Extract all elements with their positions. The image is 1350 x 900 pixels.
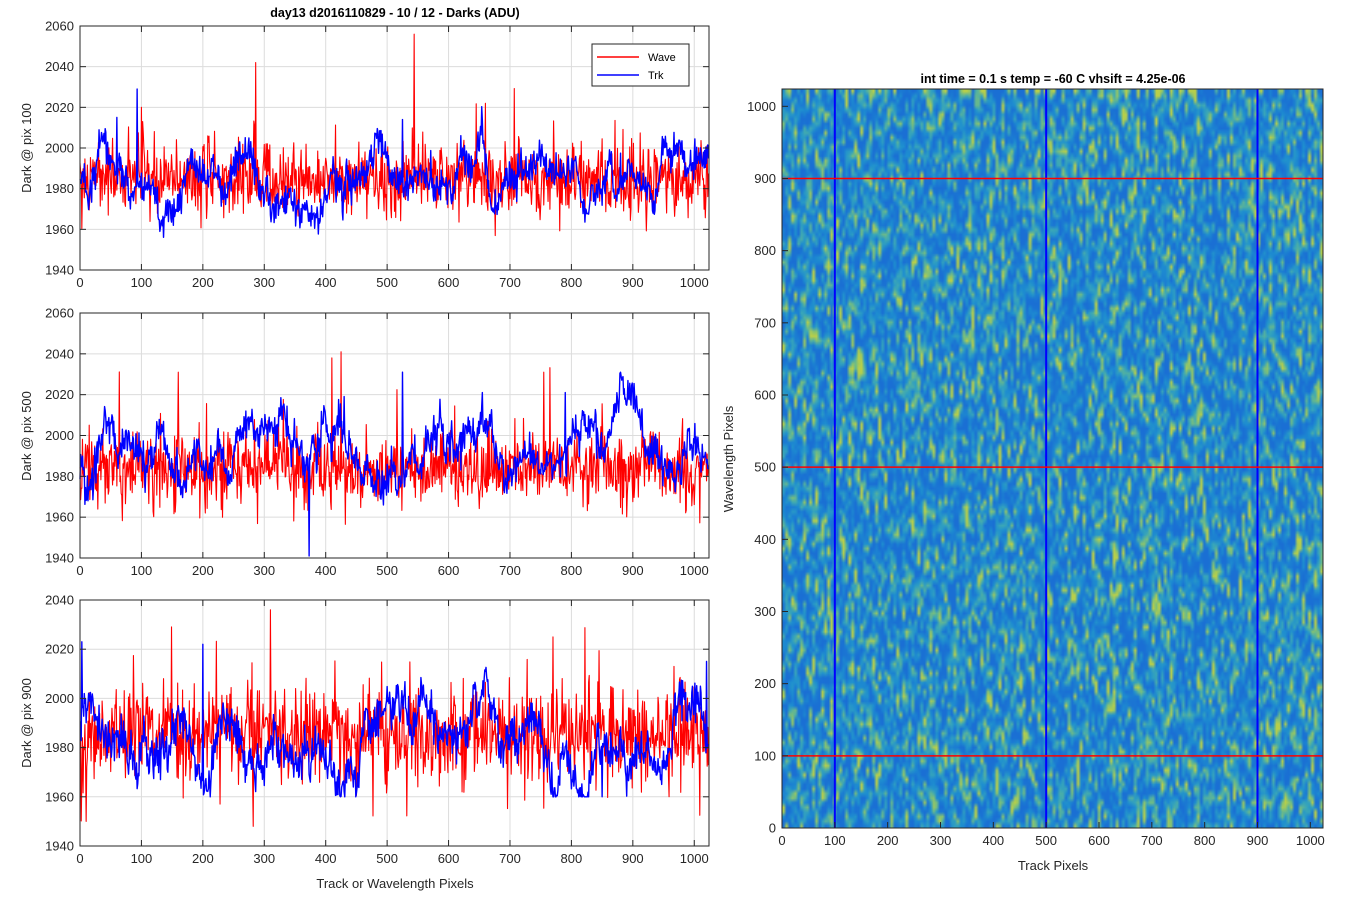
x-tick-label: 200: [192, 563, 214, 578]
x-tick-label: 500: [376, 851, 398, 866]
x-tick-label: 200: [877, 833, 899, 848]
x-tick-label: 300: [253, 851, 275, 866]
series-line-trk: [79, 88, 710, 239]
y-tick-label: 300: [754, 604, 776, 619]
x-tick-label: 1000: [1296, 833, 1325, 848]
x-tick-label: 400: [315, 851, 337, 866]
x-tick-label: 300: [930, 833, 952, 848]
x-tick-label: 300: [253, 275, 275, 290]
y-tick-label: 600: [754, 387, 776, 402]
y-tick-label: 1000: [747, 99, 776, 114]
heatmap-xlabel: Track Pixels: [1018, 858, 1089, 873]
y-tick-label: 500: [754, 460, 776, 475]
y-tick-label: 2060: [45, 306, 74, 321]
x-tick-label: 500: [376, 563, 398, 578]
heatmap-image: [782, 89, 1323, 828]
y-tick-label: 800: [754, 243, 776, 258]
y-tick-label: 2020: [45, 642, 74, 657]
line-chart-pix-500: Dark @ pix 500 0 100 200 300 400 500 600 700 800…: [19, 306, 710, 578]
xlabel-line-charts: Track or Wavelength Pixels: [316, 876, 474, 891]
x-tick-label: 100: [824, 833, 846, 848]
x-tick-label: 1000: [680, 851, 709, 866]
x-tick-label: 100: [131, 851, 153, 866]
y-tick-label: 1960: [45, 789, 74, 804]
y-tick-label: 700: [754, 315, 776, 330]
x-tick-label: 900: [622, 851, 644, 866]
ylabel-pix-900: Dark @ pix 900: [19, 678, 34, 768]
x-tick-label: 0: [76, 563, 83, 578]
x-tick-label: 600: [1088, 833, 1110, 848]
y-tick-label: 2060: [45, 19, 74, 34]
ylabel-pix-100: Dark @ pix 100: [19, 103, 34, 193]
x-tick-label: 100: [131, 275, 153, 290]
x-tick-label: 100: [131, 563, 153, 578]
y-tick-label: 400: [754, 532, 776, 547]
x-tick-label: 400: [315, 563, 337, 578]
x-tick-label: 700: [1141, 833, 1163, 848]
series-line-trk: [79, 371, 709, 557]
y-tick-label: 2000: [45, 141, 74, 156]
x-tick-label: 200: [192, 275, 214, 290]
y-tick-label: 0: [769, 821, 776, 836]
legend-label-wave: Wave: [648, 52, 676, 64]
y-tick-label: 2000: [45, 428, 74, 443]
line-chart-pix-100: Dark @ pix 100 0 100 200 300 400 500 600 700 800…: [19, 19, 710, 290]
x-tick-label: 500: [1035, 833, 1057, 848]
heatmap-ylabel: Wavelength Pixels: [721, 405, 736, 512]
y-tick-label: 1940: [45, 263, 74, 278]
x-tick-label: 800: [561, 563, 583, 578]
x-tick-label: 900: [622, 563, 644, 578]
y-tick-label: 2020: [45, 100, 74, 115]
y-tick-label: 2040: [45, 346, 74, 361]
x-tick-label: 0: [778, 833, 785, 848]
ylabel-pix-500: Dark @ pix 500: [19, 391, 34, 481]
axes-box: [79, 599, 710, 847]
y-tick-label: 200: [754, 676, 776, 691]
x-tick-label: 600: [438, 851, 460, 866]
x-tick-label: 900: [1247, 833, 1269, 848]
y-tick-label: 900: [754, 171, 776, 186]
x-tick-label: 600: [438, 275, 460, 290]
x-tick-label: 1000: [680, 275, 709, 290]
y-tick-label: 1960: [45, 510, 74, 525]
legend-box: [591, 43, 690, 87]
heatmap-chart: int time = 0.1 s temp = -60 C vhsift = 4…: [721, 72, 1325, 873]
x-tick-label: 400: [315, 275, 337, 290]
y-tick-label: 1980: [45, 181, 74, 196]
y-tick-label: 1960: [45, 222, 74, 237]
x-tick-label: 1000: [680, 563, 709, 578]
y-tick-label: 2000: [45, 691, 74, 706]
x-tick-label: 400: [982, 833, 1004, 848]
y-tick-label: 100: [754, 748, 776, 763]
figure-title: day13 d2016110829 - 10 / 12 - Darks (ADU…: [270, 6, 519, 20]
y-tick-label: 2020: [45, 387, 74, 402]
y-tick-label: 2040: [45, 59, 74, 74]
x-tick-label: 700: [499, 851, 521, 866]
heatmap-axes-box: [781, 88, 1324, 829]
x-tick-label: 700: [499, 275, 521, 290]
x-tick-label: 700: [499, 563, 521, 578]
heatmap-title: int time = 0.1 s temp = -60 C vhsift = 4…: [920, 72, 1185, 86]
y-tick-label: 2040: [45, 593, 74, 608]
y-tick-label: 1980: [45, 469, 74, 484]
y-tick-label: 1940: [45, 839, 74, 854]
x-tick-label: 200: [192, 851, 214, 866]
x-tick-label: 600: [438, 563, 460, 578]
x-tick-label: 500: [376, 275, 398, 290]
x-tick-label: 800: [1194, 833, 1216, 848]
legend: Wave Trk: [591, 43, 690, 87]
x-tick-label: 800: [561, 851, 583, 866]
line-chart-pix-900: Dark @ pix 900 Track or Wavelength Pixel…: [19, 593, 710, 891]
x-tick-label: 300: [253, 563, 275, 578]
legend-label-trk: Trk: [648, 70, 664, 82]
x-tick-label: 900: [622, 275, 644, 290]
x-tick-label: 0: [76, 851, 83, 866]
y-tick-label: 1940: [45, 551, 74, 566]
y-tick-label: 1980: [45, 740, 74, 755]
series-line-trk: [79, 641, 709, 798]
x-tick-label: 0: [76, 275, 83, 290]
x-tick-label: 800: [561, 275, 583, 290]
